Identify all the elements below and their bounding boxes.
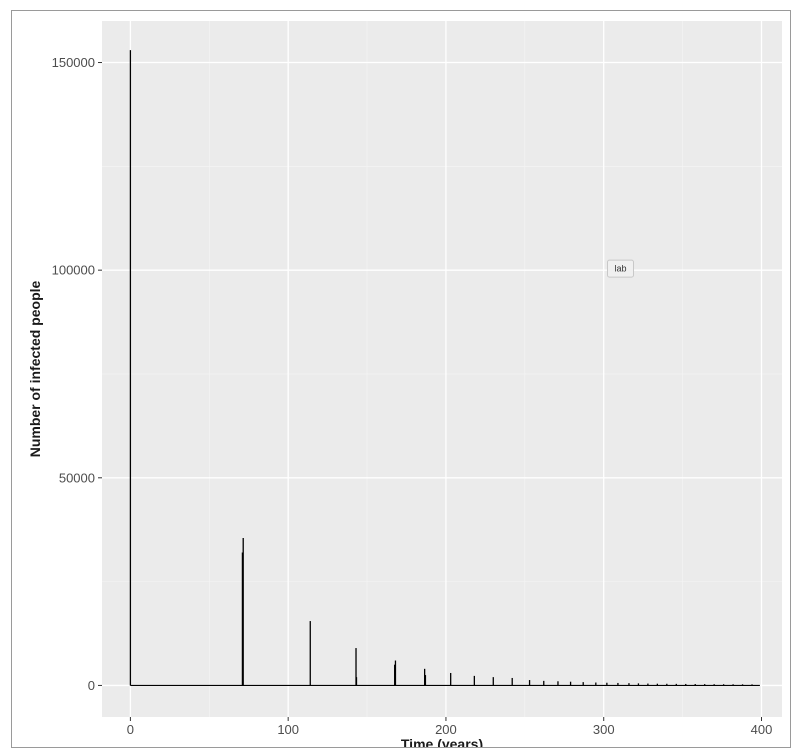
y-axis: 0 50000 100000 150000 bbox=[52, 55, 102, 693]
y-tick-label: 150000 bbox=[52, 55, 95, 70]
x-axis: 0 100 200 300 400 bbox=[127, 717, 773, 737]
x-tick-label: 400 bbox=[751, 722, 773, 737]
chart-frame: lab 0 100 200 300 400 0 50000 100000 150000 Tim… bbox=[11, 10, 791, 748]
annotation-box bbox=[606, 259, 634, 278]
x-axis-title: Time (years) bbox=[401, 736, 483, 747]
series-layer bbox=[129, 50, 760, 687]
chart-svg: lab 0 100 200 300 400 0 50000 100000 150000 Tim… bbox=[27, 21, 782, 747]
y-axis-title: Number of infected people bbox=[27, 281, 43, 458]
y-tick-label: 100000 bbox=[52, 263, 95, 278]
annotation-layer: lab bbox=[606, 259, 634, 278]
minor-gridlines bbox=[102, 21, 782, 717]
x-tick-label: 200 bbox=[435, 722, 457, 737]
x-tick-label: 100 bbox=[277, 722, 299, 737]
y-tick-label: 50000 bbox=[59, 470, 95, 485]
y-tick-label: 0 bbox=[88, 678, 95, 693]
annotation-label: lab bbox=[614, 264, 626, 274]
x-tick-label: 0 bbox=[127, 722, 134, 737]
plot-panel bbox=[102, 21, 782, 717]
x-tick-label: 300 bbox=[593, 722, 615, 737]
